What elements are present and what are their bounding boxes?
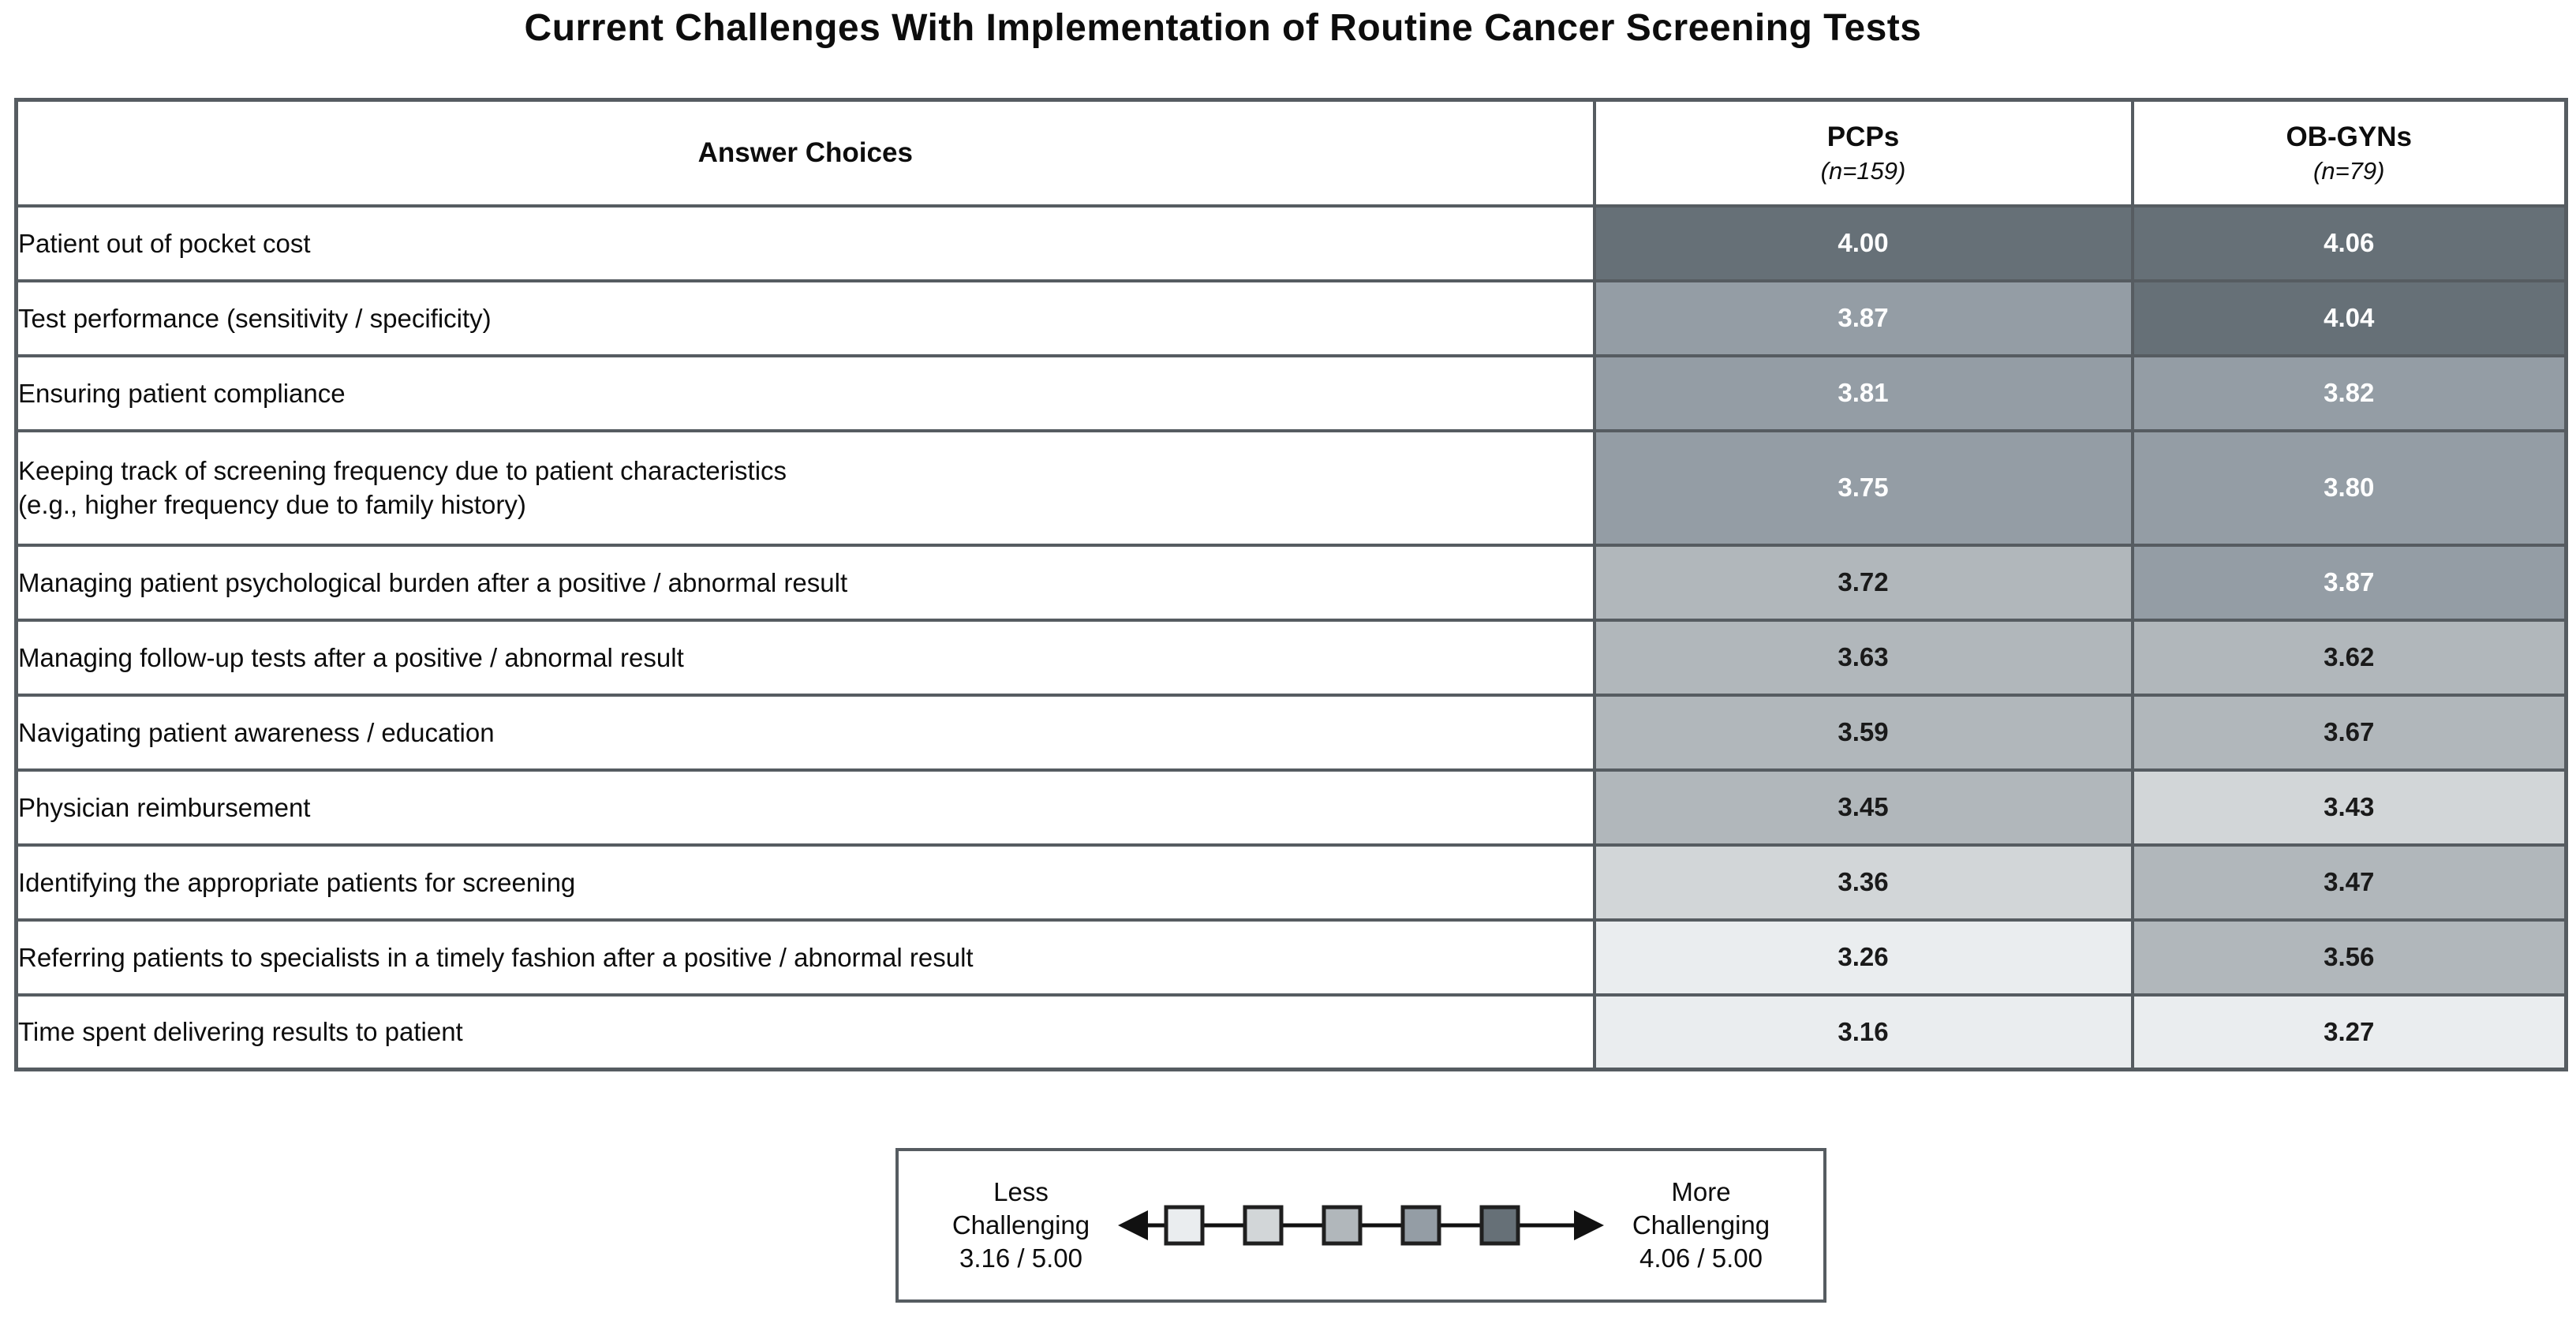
table-row: Managing patient psychological burden af… <box>14 543 2568 622</box>
legend-less-line3: 3.16 / 5.00 <box>959 1243 1082 1273</box>
legend-more-line1: More <box>1671 1177 1731 1206</box>
answer-choice-cell: Managing patient psychological burden af… <box>14 543 1596 622</box>
obgyn-column-header: OB-GYNs (n=79) <box>2130 98 2568 208</box>
table-row: Test performance (sensitivity / specific… <box>14 279 2568 357</box>
answer-choice-cell: Managing follow-up tests after a positiv… <box>14 618 1596 697</box>
answer-choice-line: Managing patient psychological burden af… <box>18 567 848 597</box>
obgyn-value-cell: 3.27 <box>2130 993 2568 1071</box>
pcp-value-cell: 3.72 <box>1592 543 2134 622</box>
obgyn-value-cell: 3.67 <box>2130 693 2568 772</box>
answer-choice-line: Identifying the appropriate patients for… <box>18 867 576 897</box>
obgyn-header-n: (n=79) <box>2313 156 2385 185</box>
legend-arrowhead-left <box>1118 1210 1148 1240</box>
pcp-value-cell: 3.81 <box>1592 353 2134 432</box>
answer-choice-line: Time spent delivering results to patient <box>18 1017 463 1047</box>
pcp-value-cell: 3.45 <box>1592 768 2134 847</box>
answer-choice-cell: Navigating patient awareness / education <box>14 693 1596 772</box>
pcp-column-header: PCPs (n=159) <box>1592 98 2134 208</box>
pcp-value-cell: 3.87 <box>1592 279 2134 357</box>
answer-choice-line: (e.g., higher frequency due to family hi… <box>18 490 526 519</box>
pcp-value-cell: 3.16 <box>1592 993 2134 1071</box>
legend-box: Less Challenging 3.16 / 5.00 More Challe… <box>895 1148 1826 1303</box>
answer-choice-cell: Ensuring patient compliance <box>14 353 1596 432</box>
obgyn-value-cell: 3.62 <box>2130 618 2568 697</box>
pcp-header-name: PCPs <box>1826 121 1900 152</box>
obgyn-value-cell: 4.04 <box>2130 279 2568 357</box>
legend-arrowhead-right <box>1574 1210 1604 1240</box>
obgyn-value-cell: 4.06 <box>2130 204 2568 282</box>
table-row: Patient out of pocket cost 4.00 4.06 <box>14 204 2568 282</box>
obgyn-value-cell: 3.56 <box>2130 918 2568 997</box>
answer-choice-cell: Patient out of pocket cost <box>14 204 1596 282</box>
answer-choice-line: Test performance (sensitivity / specific… <box>18 303 492 333</box>
table-row: Keeping track of screening frequency due… <box>14 428 2568 547</box>
answer-choice-line: Physician reimbursement <box>18 792 311 822</box>
legend-more-line2: Challenging <box>1632 1210 1770 1240</box>
figure-title: Current Challenges With Implementation o… <box>524 7 1922 49</box>
pcp-header-n: (n=159) <box>1820 156 1906 185</box>
legend-less-line1: Less <box>993 1177 1049 1206</box>
pcp-value-cell: 3.63 <box>1592 618 2134 697</box>
legend-more-label: More Challenging 4.06 / 5.00 <box>1610 1176 1792 1275</box>
pcp-value-cell: 3.36 <box>1592 843 2134 922</box>
obgyn-value-cell: 3.43 <box>2130 768 2568 847</box>
legend-square <box>1322 1205 1363 1246</box>
answer-choice-line: Referring patients to specialists in a t… <box>18 942 974 972</box>
obgyn-header-name: OB-GYNs <box>2286 121 2412 152</box>
legend-square <box>1400 1205 1441 1246</box>
legend-less-label: Less Challenging 3.16 / 5.00 <box>930 1176 1112 1275</box>
table-row: Time spent delivering results to patient… <box>14 993 2568 1071</box>
legend-square <box>1164 1205 1205 1246</box>
obgyn-value-cell: 3.82 <box>2130 353 2568 432</box>
legend-square <box>1479 1205 1520 1246</box>
answer-choice-line: Managing follow-up tests after a positiv… <box>18 642 684 672</box>
table-row: Managing follow-up tests after a positiv… <box>14 618 2568 697</box>
table-row: Ensuring patient compliance 3.81 3.82 <box>14 353 2568 432</box>
table-row: Navigating patient awareness / education… <box>14 693 2568 772</box>
answer-choice-line: Navigating patient awareness / education <box>18 717 495 747</box>
table-row: Identifying the appropriate patients for… <box>14 843 2568 922</box>
answer-choice-line: Patient out of pocket cost <box>18 228 311 258</box>
table-row: Physician reimbursement 3.45 3.43 <box>14 768 2568 847</box>
pcp-value-cell: 3.75 <box>1592 428 2134 547</box>
answer-choice-cell: Referring patients to specialists in a t… <box>14 918 1596 997</box>
legend-square <box>1243 1205 1284 1246</box>
obgyn-value-cell: 3.47 <box>2130 843 2568 922</box>
table-row: Referring patients to specialists in a t… <box>14 918 2568 997</box>
pcp-value-cell: 4.00 <box>1592 204 2134 282</box>
answer-choice-cell: Keeping track of screening frequency due… <box>14 428 1596 547</box>
obgyn-value-cell: 3.87 <box>2130 543 2568 622</box>
answer-choice-cell: Time spent delivering results to patient <box>14 993 1596 1071</box>
answer-choice-line: Keeping track of screening frequency due… <box>18 456 787 485</box>
legend-more-line3: 4.06 / 5.00 <box>1639 1243 1763 1273</box>
challenges-table: Answer Choices PCPs (n=159) OB-GYNs (n=7… <box>14 98 2568 1071</box>
answer-choice-cell: Test performance (sensitivity / specific… <box>14 279 1596 357</box>
legend-less-line2: Challenging <box>952 1210 1090 1240</box>
answer-choice-cell: Physician reimbursement <box>14 768 1596 847</box>
legend-scale-arrow <box>1118 1205 1604 1246</box>
pcp-value-cell: 3.26 <box>1592 918 2134 997</box>
answer-choices-header: Answer Choices <box>14 98 1596 208</box>
answer-choice-cell: Identifying the appropriate patients for… <box>14 843 1596 922</box>
obgyn-value-cell: 3.80 <box>2130 428 2568 547</box>
answer-choice-line: Ensuring patient compliance <box>18 378 346 408</box>
header-row: Answer Choices PCPs (n=159) OB-GYNs (n=7… <box>14 98 2568 208</box>
pcp-value-cell: 3.59 <box>1592 693 2134 772</box>
